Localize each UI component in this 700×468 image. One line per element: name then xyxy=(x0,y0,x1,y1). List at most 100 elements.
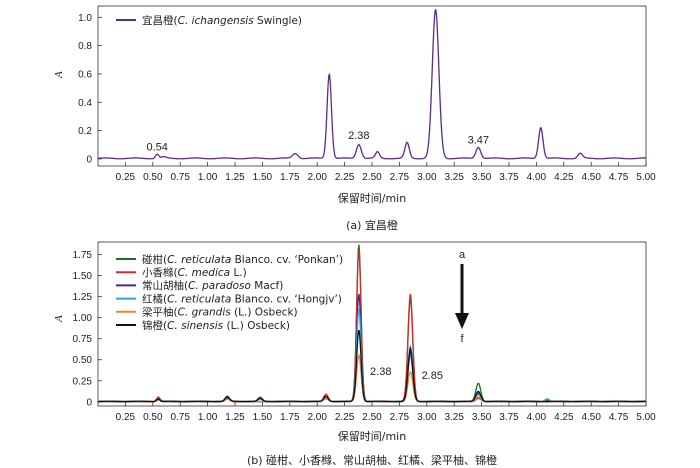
x-tick-label: 3.50 xyxy=(472,412,492,423)
x-tick-label: 3.00 xyxy=(417,412,437,423)
series-line-5 xyxy=(97,353,647,403)
legend-suffix: (L.) Osbeck) xyxy=(231,307,298,319)
x-tick-label: 1.00 xyxy=(198,172,218,183)
legend-entry: 碰柑(C. reticulata Blanco. cv. ‘Ponkan’) xyxy=(142,253,343,266)
x-tick-label: 4.00 xyxy=(527,412,547,423)
chart-b-x-label: 保留时间/min xyxy=(338,429,406,443)
legend-italic: C. reticulata xyxy=(167,293,231,305)
x-tick-label: 4.50 xyxy=(581,412,601,423)
y-tick-label: 0.2 xyxy=(78,126,92,137)
x-tick-label: 1.50 xyxy=(253,172,273,183)
y-tick-label: 1.00 xyxy=(73,313,93,324)
chart-a-y-label: A xyxy=(53,71,65,79)
legend-prefix: 梁平柚( xyxy=(142,306,178,319)
x-tick-label: 1.25 xyxy=(225,172,245,183)
y-tick-label: 1.75 xyxy=(73,250,93,261)
x-tick-label: 0.75 xyxy=(170,412,190,423)
chart-a-legend: 宜昌橙(C. ichangensis Swingle) xyxy=(116,14,302,27)
x-tick-label: 3.50 xyxy=(472,172,492,183)
legend-suffix: Swingle) xyxy=(254,15,302,27)
legend-prefix: 碰柑( xyxy=(142,253,167,266)
legend-prefix: 宜昌橙( xyxy=(142,14,178,27)
chart-b-legend: 碰柑(C. reticulata Blanco. cv. ‘Ponkan’)小香… xyxy=(116,253,343,332)
y-tick-label: 0 xyxy=(86,397,92,408)
y-tick-label: 0.75 xyxy=(73,334,93,345)
arrow-bottom-label: f xyxy=(460,333,464,345)
chart-b-y-ticks: 0 0.25 0.50 0.75 1.00 1.25 1.50 1.75 xyxy=(73,250,102,408)
x-tick-label: 3.00 xyxy=(417,172,437,183)
x-tick-label: 4.75 xyxy=(609,412,629,423)
y-tick-label: 1.0 xyxy=(78,13,92,24)
x-tick-label: 0.50 xyxy=(143,172,163,183)
chart-b-arrow: a f xyxy=(455,249,469,345)
chart-a-y-ticks: 0 0.2 0.4 0.6 0.8 1.0 xyxy=(78,13,102,165)
chart-a: 0 0.2 0.4 0.6 0.8 1.0 0.25 0.50 0.75 1.00 1.25 1.5… xyxy=(53,5,656,232)
series-line-6 xyxy=(97,329,647,403)
legend-suffix: Blanco. cv. ‘Ponkan’) xyxy=(231,254,343,266)
legend-suffix: Macf) xyxy=(251,280,283,292)
y-tick-label: 0.50 xyxy=(73,355,93,366)
x-tick-label: 2.50 xyxy=(362,172,382,183)
x-tick-label: 4.00 xyxy=(527,172,547,183)
y-tick-label: 1.25 xyxy=(73,292,93,303)
x-tick-label: 5.00 xyxy=(636,412,656,423)
y-tick-label: 0.6 xyxy=(78,69,92,80)
chart-b-y-label: A xyxy=(53,315,65,323)
x-tick-label: 2.75 xyxy=(390,172,410,183)
x-tick-label: 4.25 xyxy=(554,412,574,423)
chart-a-x-label: 保留时间/min xyxy=(338,191,406,205)
y-tick-label: 0.8 xyxy=(78,41,92,52)
legend-italic: C. ichangensis xyxy=(178,15,255,27)
legend-suffix: L.) xyxy=(230,267,247,279)
x-tick-label: 2.50 xyxy=(362,412,382,423)
x-tick-label: 2.75 xyxy=(390,412,410,423)
arrow-top-label: a xyxy=(459,249,466,261)
series-line-1 xyxy=(97,9,647,160)
chart-b: 00.250.500.751.001.251.501.75 0.25 0.50 0.… xyxy=(53,241,656,467)
legend-entry: 宜昌橙(C. ichangensis Swingle) xyxy=(142,14,302,27)
x-tick-label: 3.25 xyxy=(444,412,464,423)
peak-annotation: 2.38 xyxy=(348,130,369,142)
legend-entry: 锦橙(C. sinensis (L.) Osbeck) xyxy=(142,319,290,332)
x-tick-label: 1.75 xyxy=(280,172,300,183)
x-tick-label: 4.50 xyxy=(581,172,601,183)
legend-prefix: 常山胡柚( xyxy=(142,279,188,292)
x-tick-label: 3.75 xyxy=(499,172,519,183)
legend-italic: C. paradoso xyxy=(188,280,251,292)
chart-a-series xyxy=(97,9,647,160)
y-tick-label: 1.50 xyxy=(73,271,93,282)
chart-b-series xyxy=(97,244,647,403)
x-tick-label: 2.25 xyxy=(335,412,355,423)
x-tick-label: 0.50 xyxy=(143,412,163,423)
legend-suffix: (L.) Osbeck) xyxy=(223,320,290,332)
x-tick-label: 4.75 xyxy=(609,172,629,183)
x-tick-label: 1.75 xyxy=(280,412,300,423)
chart-b-caption: (b) 碰柑、小香橼、常山胡柚、红橘、梁平柚、锦橙 xyxy=(247,453,497,467)
arrow-head xyxy=(455,313,469,329)
chart-a-caption: (a) 宜昌橙 xyxy=(346,218,398,232)
legend-suffix: Blanco. cv. ‘Hongjv’) xyxy=(231,293,342,305)
y-tick-label: 0.4 xyxy=(78,98,92,109)
legend-prefix: 小香橼( xyxy=(142,266,178,279)
legend-entry: 小香橼(C. medica L.) xyxy=(142,266,247,279)
legend-entry: 红橘(C. reticulata Blanco. cv. ‘Hongjv’) xyxy=(142,292,342,305)
chart-a-annotations: 0.54 2.38 3.47 xyxy=(146,130,489,153)
x-tick-label: 0.25 xyxy=(116,412,136,423)
peak-annotation: 0.54 xyxy=(146,141,167,153)
chart-a-frame xyxy=(97,5,647,167)
legend-entry: 梁平柚(C. grandis (L.) Osbeck) xyxy=(142,306,298,319)
legend-italic: C. reticulata xyxy=(167,254,231,266)
x-tick-label: 1.50 xyxy=(253,412,273,423)
chart-a-x-ticks: 0.25 0.50 0.75 1.00 1.25 1.50 1.75 2.00 2.25 2.50… xyxy=(116,162,656,183)
peak-annotation: 3.47 xyxy=(468,134,489,146)
chart-b-x-ticks: 0.25 0.50 0.75 1.00 1.25 1.50 1.75 2.00 2.25 2.50… xyxy=(116,402,656,423)
x-tick-label: 3.75 xyxy=(499,412,519,423)
peak-annotation: 2.85 xyxy=(422,370,443,382)
x-tick-label: 1.00 xyxy=(198,412,218,423)
x-tick-label: 2.00 xyxy=(307,172,327,183)
x-tick-label: 3.25 xyxy=(444,172,464,183)
legend-italic: C. grandis xyxy=(178,307,232,319)
chart-b-annotations: 2.38 2.85 xyxy=(370,366,443,382)
x-tick-label: 2.00 xyxy=(307,412,327,423)
